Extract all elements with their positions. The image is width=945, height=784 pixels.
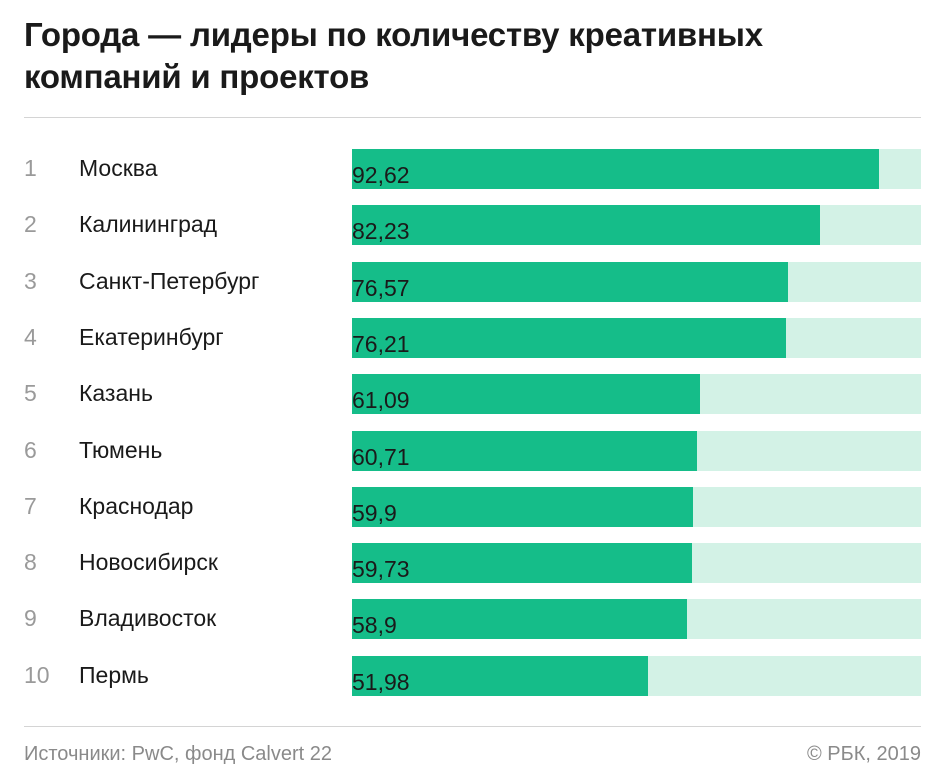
bar-track: 60,71: [352, 430, 921, 471]
category-label: Екатеринбург: [79, 323, 224, 350]
rank-label: 1: [24, 155, 37, 181]
rank-label: 2: [24, 211, 37, 238]
bar-row: 4 Екатеринбург 76,21: [0, 317, 945, 374]
category-label: Казань: [79, 380, 153, 407]
copyright-note: © РБК, 2019: [806, 743, 921, 765]
bar: [352, 149, 879, 189]
bar-row: 3 Санкт-Петербург 76,57: [0, 261, 945, 318]
data-label: 76,21: [352, 330, 410, 357]
bar: [352, 317, 786, 358]
data-label: 59,9: [352, 499, 397, 526]
top-divider: [24, 117, 921, 118]
category-label: Краснодар: [79, 492, 194, 519]
bar-row: 6 Тюмень 60,71: [0, 430, 945, 487]
rank-label: 3: [24, 267, 37, 294]
category-label: Новосибирск: [79, 549, 218, 576]
data-label: 51,98: [352, 668, 410, 695]
bar: [352, 261, 788, 302]
category-label: Тюмень: [79, 436, 163, 463]
rank-label: 6: [24, 436, 37, 463]
category-label: Владивосток: [79, 605, 217, 632]
rank-label: 7: [24, 492, 37, 519]
bar: [352, 599, 688, 640]
category-label: Пермь: [79, 661, 149, 688]
chart-title: Города — лидеры по количеству креативных…: [24, 16, 763, 95]
bar: [352, 543, 692, 584]
bar-track: 82,23: [352, 205, 921, 246]
bar-track: 61,09: [352, 374, 921, 415]
bar-row: 9 Владивосток 58,9: [0, 599, 945, 655]
bar-row: 10 Пермь 51,98: [0, 655, 945, 712]
bar-track: 59,9: [352, 486, 921, 527]
bar-track: 51,98: [352, 655, 921, 696]
bar-row: 1 Москва 92,62: [0, 149, 945, 205]
bar-track: 76,57: [352, 261, 921, 302]
category-label: Санкт-Петербург: [79, 267, 260, 294]
rank-label: 9: [24, 605, 37, 632]
bottom-divider: [24, 726, 921, 727]
bar-row: 5 Казань 61,09: [0, 374, 945, 430]
bar-row: 2 Калининград 82,23: [0, 205, 945, 261]
source-note: Источники: PwC, фонд Calvert 22: [24, 743, 333, 765]
bar: [352, 655, 648, 696]
bar-track: 59,73: [352, 543, 921, 584]
category-label: Москва: [79, 155, 158, 181]
bar: [352, 374, 700, 415]
data-label: 59,73: [352, 556, 410, 583]
category-label: Калининград: [79, 211, 218, 238]
rank-label: 8: [24, 549, 37, 576]
data-label: 58,9: [352, 612, 397, 639]
bar: [352, 205, 820, 246]
bar: [352, 430, 698, 471]
data-label: 92,62: [352, 162, 410, 188]
data-label: 60,71: [352, 443, 410, 470]
bar-row: 8 Новосибирск 59,73: [0, 543, 945, 599]
rank-label: 4: [24, 323, 37, 350]
bar-row: 7 Краснодар 59,9: [0, 486, 945, 543]
bar-track: 92,62: [352, 149, 921, 189]
data-label: 61,09: [352, 387, 410, 414]
rank-label: 5: [24, 380, 37, 407]
rank-label: 10: [24, 661, 50, 688]
data-label: 76,57: [352, 274, 410, 301]
bar-track: 58,9: [352, 599, 921, 640]
bar-track: 76,21: [352, 317, 921, 358]
data-label: 82,23: [352, 218, 410, 245]
bar: [352, 486, 693, 527]
